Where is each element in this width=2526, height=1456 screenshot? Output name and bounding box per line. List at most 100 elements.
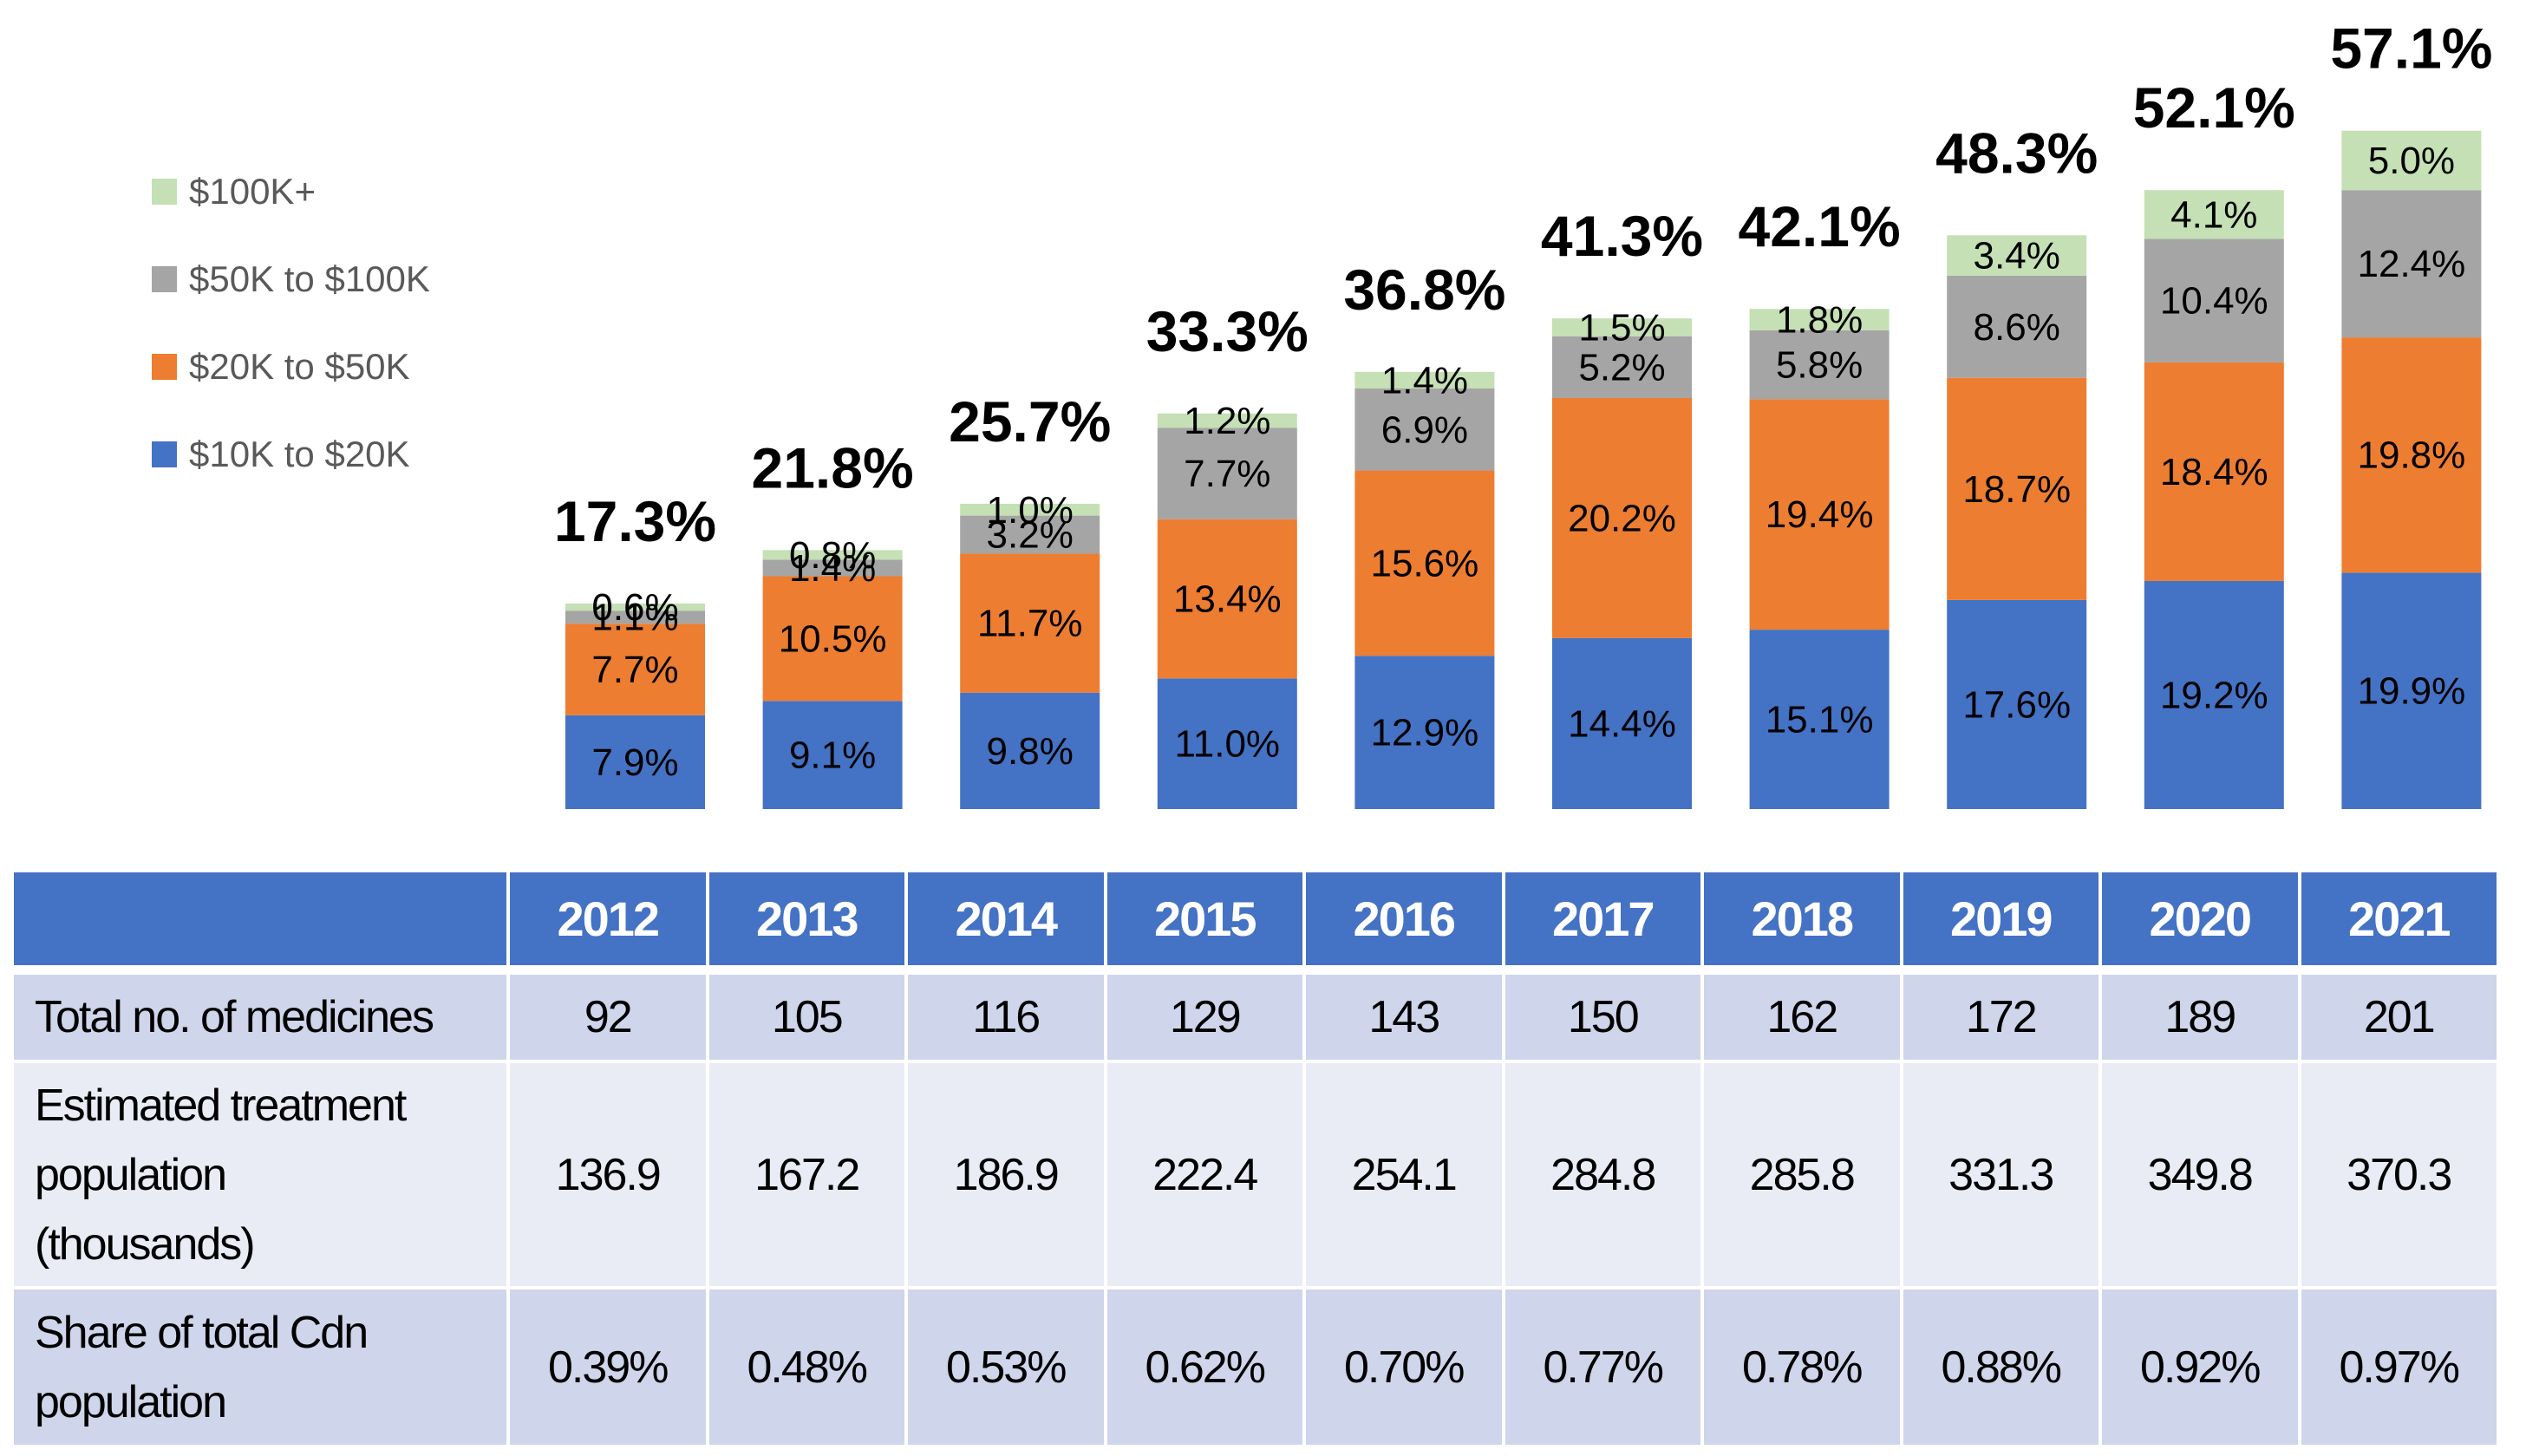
bar-segment-2016-series-1 xyxy=(1354,470,1495,656)
segment-label-2017-series-2: 5.2% xyxy=(1578,346,1665,388)
table-cell-2013: 105 xyxy=(708,975,904,1060)
segment-label-2012-series-0: 7.9% xyxy=(591,741,678,784)
data-table: 2012 2013 2014 2015 2016 2017 2018 2019 2020 2021… xyxy=(10,872,2500,1445)
table-header-year-2013: 2013 xyxy=(708,872,904,965)
bars-group xyxy=(565,130,2482,809)
bar-segment-2020-series-1 xyxy=(2144,362,2284,581)
bar-segment-2013-series-1 xyxy=(762,576,903,702)
table-cell-2015: 222.4 xyxy=(1106,1063,1302,1286)
table-header-year-2020: 2020 xyxy=(2102,872,2298,965)
table-cell-2018: 162 xyxy=(1704,975,1900,1060)
bar-segment-2012-series-0 xyxy=(565,715,705,809)
table-cell-2020: 349.8 xyxy=(2102,1063,2298,1286)
total-label-2016: 36.8% xyxy=(1343,258,1505,322)
bar-segment-2013-series-2 xyxy=(762,559,903,577)
segment-label-2012-series-3: 0.6% xyxy=(591,586,678,629)
table-header-year-2019: 2019 xyxy=(1903,872,2098,965)
segment-label-2016-series-0: 12.9% xyxy=(1371,712,1479,754)
segment-label-2021-series-3: 5.0% xyxy=(2368,140,2455,182)
bar-segment-2018-series-3 xyxy=(1749,309,1890,330)
total-label-2020: 52.1% xyxy=(2133,75,2295,140)
legend-item-100k-plus: $100K+ xyxy=(152,147,430,235)
segment-label-2017-series-0: 14.4% xyxy=(1568,702,1676,745)
legend-swatch xyxy=(152,178,177,205)
table-cell-2016: 143 xyxy=(1306,975,1502,1060)
table-cell-2013: 167.2 xyxy=(708,1063,904,1286)
segment-label-2017-series-1: 20.2% xyxy=(1568,497,1676,539)
bar-segment-2013-series-0 xyxy=(762,701,903,809)
bar-segment-2020-series-3 xyxy=(2144,190,2284,239)
table-cell-2021: 0.97% xyxy=(2301,1290,2497,1445)
legend-swatch xyxy=(152,265,177,292)
legend-label: $50K to $100K xyxy=(189,258,430,299)
segment-label-2021-series-1: 19.8% xyxy=(2358,434,2466,477)
segment-label-2017-series-3: 1.5% xyxy=(1578,306,1665,349)
segment-label-2014-series-1: 11.7% xyxy=(977,603,1083,645)
bar-segment-2014-series-2 xyxy=(960,515,1100,554)
total-label-2015: 33.3% xyxy=(1146,299,1309,363)
table-cell-2012: 136.9 xyxy=(510,1063,706,1286)
total-label-2012: 17.3% xyxy=(554,489,716,553)
table-row-label-line: (thousands) xyxy=(35,1218,256,1270)
segment-label-2020-series-1: 18.4% xyxy=(2160,451,2268,493)
segment-labels-group: 7.9%7.7%1.1%0.6%9.1%10.5%1.4%0.8%9.8%11.… xyxy=(591,140,2465,784)
table-row: Share of total Cdn population 0.39% 0.48% 0.… xyxy=(14,1290,2497,1445)
bar-segment-2017-series-2 xyxy=(1552,336,1692,398)
table-row-label-line: Total no. of medicines xyxy=(35,992,434,1042)
table-cell-2019: 172 xyxy=(1903,975,2098,1060)
total-label-2013: 21.8% xyxy=(752,435,914,499)
table-header-year-2018: 2018 xyxy=(1704,872,1900,965)
segment-label-2014-series-0: 9.8% xyxy=(987,730,1074,773)
bar-segment-2020-series-0 xyxy=(2144,580,2284,809)
bar-segment-2015-series-1 xyxy=(1157,519,1297,679)
segment-label-2015-series-3: 1.2% xyxy=(1184,400,1270,442)
table-cell-2017: 150 xyxy=(1505,975,1700,1060)
table-cell-2019: 0.88% xyxy=(1903,1290,2098,1445)
legend-item-20k-50k: $20K to $50K xyxy=(152,323,430,410)
table-cell-2012: 0.39% xyxy=(510,1290,706,1445)
table-cell-2021: 370.3 xyxy=(2301,1063,2497,1286)
table-header-year-2017: 2017 xyxy=(1505,872,1700,965)
legend-swatch xyxy=(152,353,177,380)
bar-segment-2017-series-0 xyxy=(1552,637,1692,809)
bar-segment-2014-series-1 xyxy=(960,553,1100,693)
bar-segment-2018-series-1 xyxy=(1749,399,1890,630)
bar-segment-2015-series-2 xyxy=(1157,428,1297,519)
bar-segment-2021-series-0 xyxy=(2341,572,2482,809)
table-row-label: Estimated treatment population (thousands) xyxy=(14,1063,506,1286)
bar-segment-2012-series-2 xyxy=(565,610,705,624)
table-cell-2017: 0.77% xyxy=(1505,1290,1700,1445)
bar-segment-2021-series-1 xyxy=(2341,337,2482,573)
table-header-year-2012: 2012 xyxy=(510,872,706,965)
bar-segment-2019-series-2 xyxy=(1947,275,2087,378)
segment-label-2015-series-0: 11.0% xyxy=(1175,723,1281,766)
table-cell-2017: 284.8 xyxy=(1505,1063,1700,1286)
legend-item-10k-20k: $10K to $20K xyxy=(152,410,430,498)
table-cell-2016: 0.70% xyxy=(1306,1290,1502,1445)
table-cell-2014: 0.53% xyxy=(908,1290,1104,1445)
segment-label-2016-series-2: 6.9% xyxy=(1381,408,1468,451)
total-label-2017: 41.3% xyxy=(1541,204,1703,268)
segment-label-2013-series-2: 1.4% xyxy=(789,547,876,590)
bar-segment-2016-series-0 xyxy=(1354,656,1495,809)
bar-segment-2020-series-2 xyxy=(2144,238,2284,362)
table-header-corner xyxy=(14,872,506,965)
stacked-bar-chart: 7.9%7.7%1.1%0.6%9.1%10.5%1.4%0.8%9.8%11.… xyxy=(554,16,2492,809)
segment-label-2019-series-3: 3.4% xyxy=(1974,235,2060,277)
legend-label: $100K+ xyxy=(189,170,316,212)
segment-label-2021-series-0: 19.9% xyxy=(2358,670,2466,713)
bar-segment-2012-series-1 xyxy=(565,624,705,715)
segment-label-2014-series-2: 3.2% xyxy=(987,514,1074,557)
bar-segment-2014-series-3 xyxy=(960,503,1100,516)
legend-label: $20K to $50K xyxy=(189,345,410,387)
segment-label-2015-series-2: 7.7% xyxy=(1184,453,1270,495)
segment-label-2020-series-2: 10.4% xyxy=(2160,280,2268,323)
segment-label-2018-series-0: 15.1% xyxy=(1766,699,1874,741)
segment-label-2016-series-3: 1.4% xyxy=(1381,359,1468,402)
table-cell-2013: 0.48% xyxy=(708,1290,904,1445)
segment-label-2018-series-3: 1.8% xyxy=(1776,299,1863,342)
table-cell-2015: 129 xyxy=(1106,975,1302,1060)
table-cell-2019: 331.3 xyxy=(1903,1063,2098,1286)
table-cell-2018: 0.78% xyxy=(1704,1290,1900,1445)
legend-swatch xyxy=(152,441,177,467)
